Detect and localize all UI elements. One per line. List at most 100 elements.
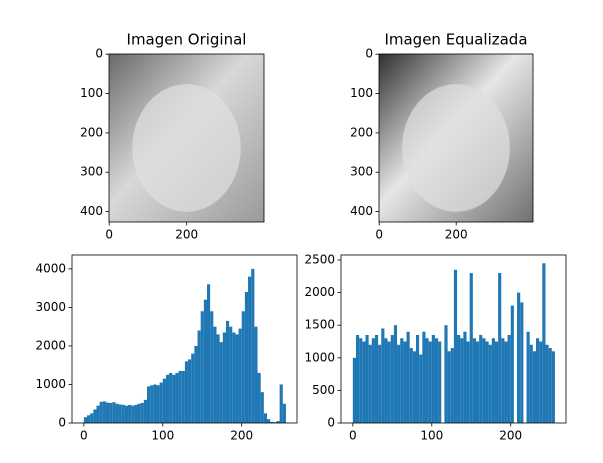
bar [545, 344, 549, 423]
bar [102, 401, 106, 423]
bar [150, 385, 154, 423]
bar [254, 326, 258, 423]
bar [109, 402, 113, 423]
bar [539, 341, 543, 423]
bar [238, 328, 242, 423]
bar [267, 419, 271, 423]
y-tick-label: 1000 [304, 350, 335, 364]
y-tick-label: 2000 [35, 338, 66, 352]
bar [551, 351, 555, 423]
bar [251, 268, 255, 423]
bar [378, 344, 382, 423]
y-tick-label: 0 [58, 416, 66, 430]
bar [175, 372, 179, 423]
bar [374, 334, 379, 423]
bar [207, 284, 211, 423]
bar [406, 331, 410, 423]
bar [200, 311, 204, 423]
bar [165, 374, 170, 423]
bar [472, 338, 476, 423]
bar [83, 417, 87, 423]
bar [219, 342, 223, 423]
bar [529, 344, 533, 423]
bar [225, 320, 230, 423]
bar [282, 403, 286, 423]
bar [134, 404, 138, 423]
bar [491, 338, 495, 423]
bar [153, 384, 157, 423]
bar [438, 341, 442, 423]
y-tick-label: 100 [350, 86, 373, 100]
y-tick-label: 500 [312, 383, 335, 397]
bar [365, 334, 369, 423]
bar [181, 370, 185, 423]
bar [517, 292, 521, 423]
bar [93, 409, 97, 423]
bar [184, 361, 189, 423]
bar [362, 341, 366, 423]
axes-frame [71, 254, 298, 424]
bar [387, 341, 391, 423]
bar [270, 421, 274, 423]
bar [213, 326, 217, 423]
bar [147, 386, 151, 423]
bar [90, 413, 94, 423]
bar [216, 334, 220, 423]
y-tick-label: 1500 [304, 318, 335, 332]
axes-title: Imagen Original [127, 31, 247, 49]
bar [542, 263, 546, 423]
bar [229, 326, 233, 423]
bar [419, 354, 423, 423]
bar [428, 341, 432, 423]
bar [112, 402, 116, 423]
bar [156, 385, 160, 423]
bar [460, 338, 464, 423]
bar [453, 269, 458, 423]
bar [434, 338, 439, 423]
bar [520, 302, 524, 423]
x-tick-label: 0 [80, 429, 88, 443]
bar [203, 299, 207, 423]
bar [494, 341, 499, 423]
bar [476, 341, 480, 423]
y-tick-label: 400 [80, 204, 103, 218]
bar [194, 345, 198, 423]
y-tick-label: 4000 [35, 261, 66, 275]
bar [143, 399, 147, 423]
bar [169, 372, 173, 423]
bar [197, 330, 201, 423]
y-tick-label: 100 [80, 86, 103, 100]
bar [118, 404, 122, 423]
bar [137, 403, 141, 423]
bar [276, 421, 280, 423]
bar [241, 311, 245, 423]
bar [447, 351, 451, 423]
bar [371, 338, 375, 423]
bar [536, 338, 540, 423]
bar [178, 370, 182, 423]
image-face [402, 84, 510, 212]
bar [532, 351, 536, 423]
bar [368, 344, 372, 423]
bar [279, 384, 283, 423]
y-tick-label: 0 [327, 416, 335, 430]
bar [466, 341, 470, 423]
bar [352, 357, 356, 423]
bar [222, 332, 226, 423]
axes-title: Imagen Equalizada [384, 31, 527, 49]
bar [403, 341, 407, 423]
x-tick-label: 200 [175, 228, 198, 242]
x-tick-label: 200 [230, 429, 253, 443]
bar [431, 334, 435, 423]
bar [99, 401, 103, 423]
bar [412, 351, 416, 423]
bar [210, 311, 214, 423]
y-tick-label: 300 [350, 165, 373, 179]
bar [526, 331, 530, 423]
bar [105, 402, 110, 423]
y-tick-label: 2000 [304, 285, 335, 299]
y-tick-label: 3000 [35, 300, 66, 314]
bar [409, 348, 413, 423]
bar [501, 338, 505, 423]
